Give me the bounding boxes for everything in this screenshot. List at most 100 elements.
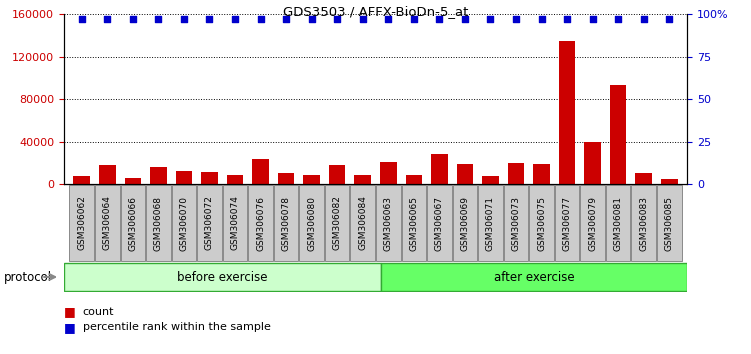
FancyBboxPatch shape bbox=[64, 263, 381, 291]
FancyBboxPatch shape bbox=[381, 263, 687, 291]
Text: GSM306071: GSM306071 bbox=[486, 195, 495, 251]
Point bbox=[408, 17, 420, 22]
Point bbox=[204, 17, 216, 22]
Text: ■: ■ bbox=[64, 321, 76, 334]
FancyBboxPatch shape bbox=[69, 185, 94, 261]
Bar bbox=[559, 41, 575, 184]
Text: GSM306069: GSM306069 bbox=[460, 195, 469, 251]
Point bbox=[101, 17, 113, 22]
Point bbox=[229, 17, 241, 22]
FancyBboxPatch shape bbox=[198, 185, 222, 261]
FancyBboxPatch shape bbox=[223, 185, 247, 261]
Bar bbox=[74, 176, 90, 184]
FancyBboxPatch shape bbox=[121, 185, 145, 261]
Text: GSM306085: GSM306085 bbox=[665, 195, 674, 251]
Text: GSM306062: GSM306062 bbox=[77, 195, 86, 251]
Text: GSM306072: GSM306072 bbox=[205, 195, 214, 251]
Text: GSM306079: GSM306079 bbox=[588, 195, 597, 251]
Point bbox=[331, 17, 343, 22]
FancyBboxPatch shape bbox=[504, 185, 528, 261]
FancyBboxPatch shape bbox=[453, 185, 477, 261]
Bar bbox=[176, 171, 192, 184]
Point bbox=[587, 17, 599, 22]
Bar bbox=[380, 162, 397, 184]
FancyBboxPatch shape bbox=[402, 185, 426, 261]
FancyBboxPatch shape bbox=[351, 185, 375, 261]
FancyBboxPatch shape bbox=[606, 185, 630, 261]
Bar bbox=[303, 175, 320, 184]
FancyBboxPatch shape bbox=[274, 185, 298, 261]
Text: protocol: protocol bbox=[4, 270, 52, 284]
Text: percentile rank within the sample: percentile rank within the sample bbox=[83, 322, 270, 332]
Point bbox=[255, 17, 267, 22]
Bar bbox=[150, 167, 167, 184]
Text: GSM306083: GSM306083 bbox=[639, 195, 648, 251]
Text: GSM306073: GSM306073 bbox=[511, 195, 520, 251]
Point bbox=[535, 17, 547, 22]
FancyBboxPatch shape bbox=[427, 185, 451, 261]
Bar bbox=[125, 178, 141, 184]
FancyBboxPatch shape bbox=[172, 185, 196, 261]
Bar bbox=[406, 175, 422, 184]
Bar bbox=[610, 85, 626, 184]
Point bbox=[76, 17, 88, 22]
Bar bbox=[584, 142, 601, 184]
Bar bbox=[354, 175, 371, 184]
Bar bbox=[457, 164, 473, 184]
Bar bbox=[533, 164, 550, 184]
Bar bbox=[482, 176, 499, 184]
Text: GSM306078: GSM306078 bbox=[282, 195, 291, 251]
Bar bbox=[508, 163, 524, 184]
Point bbox=[459, 17, 471, 22]
Point bbox=[510, 17, 522, 22]
Point bbox=[357, 17, 369, 22]
Text: after exercise: after exercise bbox=[493, 270, 575, 284]
Text: GSM306066: GSM306066 bbox=[128, 195, 137, 251]
Point bbox=[280, 17, 292, 22]
Text: GSM306084: GSM306084 bbox=[358, 195, 367, 251]
Text: GSM306080: GSM306080 bbox=[307, 195, 316, 251]
Point bbox=[638, 17, 650, 22]
FancyBboxPatch shape bbox=[632, 185, 656, 261]
FancyBboxPatch shape bbox=[300, 185, 324, 261]
FancyBboxPatch shape bbox=[146, 185, 170, 261]
FancyBboxPatch shape bbox=[249, 185, 273, 261]
Text: GSM306074: GSM306074 bbox=[231, 195, 240, 251]
FancyBboxPatch shape bbox=[376, 185, 400, 261]
Bar bbox=[431, 154, 448, 184]
Text: before exercise: before exercise bbox=[177, 270, 267, 284]
Point bbox=[612, 17, 624, 22]
Bar bbox=[227, 175, 243, 184]
Text: count: count bbox=[83, 307, 114, 316]
Point bbox=[178, 17, 190, 22]
FancyBboxPatch shape bbox=[478, 185, 502, 261]
Bar bbox=[252, 159, 269, 184]
Text: GSM306077: GSM306077 bbox=[562, 195, 572, 251]
FancyBboxPatch shape bbox=[529, 185, 553, 261]
Text: GSM306065: GSM306065 bbox=[409, 195, 418, 251]
Point bbox=[663, 17, 675, 22]
Point bbox=[152, 17, 164, 22]
Text: GSM306082: GSM306082 bbox=[333, 195, 342, 251]
Bar bbox=[201, 172, 218, 184]
Point bbox=[306, 17, 318, 22]
Text: GDS3503 / AFFX-BioDn-5_at: GDS3503 / AFFX-BioDn-5_at bbox=[283, 5, 468, 18]
Text: GSM306067: GSM306067 bbox=[435, 195, 444, 251]
Bar bbox=[329, 165, 345, 184]
Bar bbox=[99, 165, 116, 184]
Bar bbox=[278, 173, 294, 184]
Point bbox=[484, 17, 496, 22]
Text: GSM306064: GSM306064 bbox=[103, 195, 112, 251]
Point bbox=[382, 17, 394, 22]
Text: GSM306081: GSM306081 bbox=[614, 195, 623, 251]
Text: ■: ■ bbox=[64, 305, 76, 318]
Text: GSM306063: GSM306063 bbox=[384, 195, 393, 251]
Point bbox=[433, 17, 445, 22]
Bar bbox=[661, 179, 677, 184]
FancyBboxPatch shape bbox=[657, 185, 682, 261]
Text: GSM306076: GSM306076 bbox=[256, 195, 265, 251]
FancyBboxPatch shape bbox=[95, 185, 119, 261]
Point bbox=[561, 17, 573, 22]
FancyBboxPatch shape bbox=[555, 185, 579, 261]
FancyBboxPatch shape bbox=[581, 185, 605, 261]
